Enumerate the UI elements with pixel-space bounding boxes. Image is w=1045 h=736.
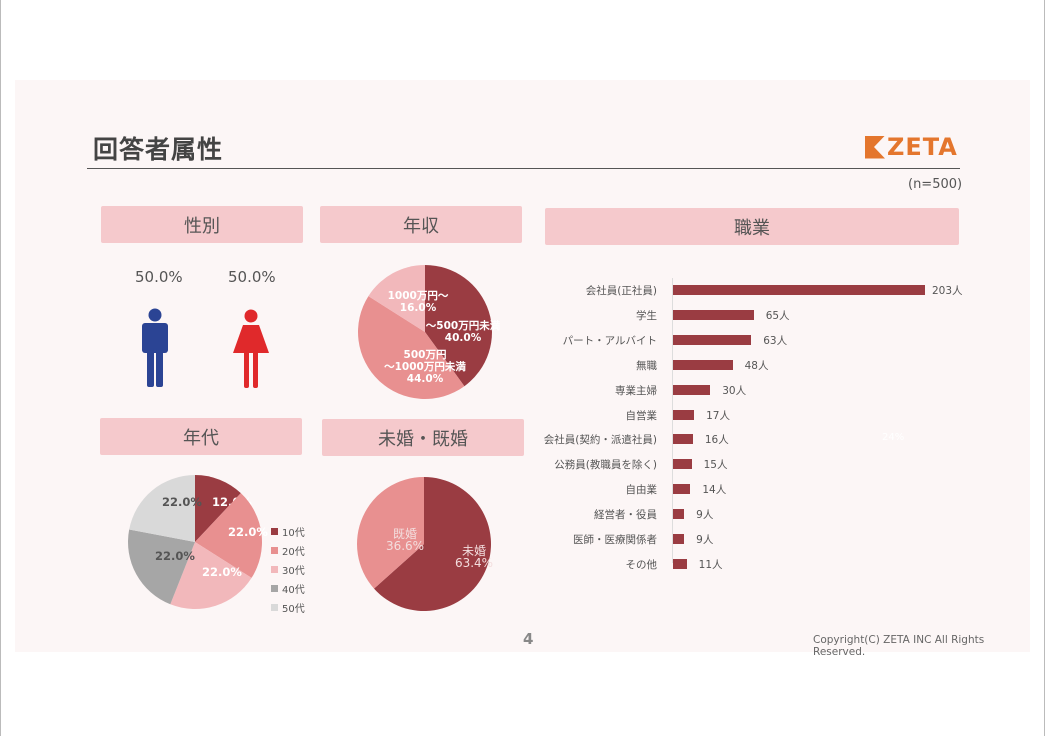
age-slice-label: 22.0%: [202, 565, 242, 579]
sample-size: (n=500): [908, 177, 963, 192]
bar: [673, 558, 687, 569]
bar-category-label: 会社員(正社員): [585, 285, 657, 297]
age-pie: 12.0%22.0%22.0%22.0%22.0%: [127, 475, 268, 609]
bar-value-label: 11人: [698, 558, 723, 571]
hidden-label: 24%: [882, 432, 905, 443]
bar: [673, 434, 693, 445]
age-slice: [129, 475, 195, 542]
bar-category-label: 会社員(契約・派遣社員): [543, 434, 657, 447]
legend-item: 10代: [271, 524, 305, 539]
income-header: 年収: [320, 206, 522, 243]
age-slice: [195, 475, 241, 542]
legend-item: 20代: [271, 543, 305, 558]
age-slice: [127, 529, 195, 605]
income-slice-label: 500万円～1000万円未満 44.0%: [384, 349, 466, 385]
marital-slice: [374, 477, 491, 611]
marital-slice-label: 未婚 63.4%: [455, 544, 493, 570]
legend-swatch: [271, 528, 278, 535]
bar-category-label: 無職: [636, 359, 657, 372]
age-slice-label: 22.0%: [162, 495, 202, 509]
zeta-logo: ZETA: [865, 133, 958, 161]
bar-category-label: その他: [625, 558, 658, 571]
bar: [673, 509, 685, 520]
legend-item: 30代: [271, 562, 305, 577]
marital-header: 未婚・既婚: [322, 419, 524, 456]
bar: [673, 334, 752, 345]
female-percent: 50.0%: [228, 268, 276, 286]
bar: [673, 534, 685, 544]
income-slice-label: 1000万円～ 16.0%: [388, 290, 449, 314]
bar-category-label: 医師・医療関係者: [573, 534, 657, 546]
age-slice-label: 22.0%: [228, 525, 268, 539]
age-slice: [195, 493, 262, 578]
bar-category-label: パート・アルバイト: [562, 334, 657, 347]
title-divider: [87, 168, 960, 169]
copyright: Copyright(C) ZETA INC All Rights Reserve…: [813, 634, 985, 658]
page-title: 回答者属性: [93, 135, 224, 164]
bar-category-label: 公務員(教職員を除く): [554, 459, 657, 472]
male-icon: [142, 308, 168, 387]
marital-slice: [357, 477, 424, 589]
legend-swatch: [271, 585, 278, 592]
bar-value-label: 48人: [744, 359, 769, 372]
legend-swatch: [271, 547, 278, 554]
legend-item: 40代: [271, 581, 305, 596]
income-slice: [358, 296, 465, 399]
income-slice: [368, 265, 425, 332]
logo-mark-icon: [865, 135, 885, 159]
bar: [673, 384, 711, 395]
legend-swatch: [271, 566, 278, 573]
bar-value-label: 14人: [702, 484, 727, 497]
bar-value-label: 30人: [722, 384, 747, 397]
gender-header: 性別: [101, 206, 303, 243]
bar-value-label: 9人: [696, 534, 714, 546]
bar-category-label: 自由業: [625, 484, 658, 497]
bar: [673, 409, 695, 420]
occupation-header: 職業: [545, 208, 959, 245]
marital-slice-label: 既婚 36.6%: [386, 527, 424, 553]
bar-value-label: 17人: [706, 409, 730, 422]
bar-value-label: 63人: [763, 334, 788, 347]
income-pie: ～500万円未満 40.0% 500万円～1000万円未満 44.0% 1000万円～ 1…: [358, 265, 500, 399]
male-percent: 50.0%: [135, 268, 183, 286]
bar-category-label: 学生: [636, 309, 657, 322]
slide: 回答者属性 ZETA (n=500) 性別 年収 職業 年代 未婚・既婚 50.…: [15, 80, 1030, 658]
legend-item: 50代: [271, 600, 305, 615]
bar: [673, 285, 925, 295]
age-slice-label: 22.0%: [155, 549, 195, 563]
bar: [673, 459, 692, 470]
bar: [673, 309, 754, 320]
female-icon: [233, 309, 269, 388]
legend-swatch: [271, 604, 278, 611]
bar-value-label: 9人: [696, 509, 714, 522]
bar-category-label: 専業主婦: [615, 384, 657, 397]
window-edge-left: [0, 0, 1, 736]
bar-category-label: 自営業: [625, 409, 658, 422]
income-slice-label: ～500万円未満 40.0%: [426, 319, 500, 344]
income-slice: [425, 265, 492, 387]
bar-value-label: 16人: [704, 434, 729, 447]
page-number: 4: [523, 630, 534, 648]
bar-value-label: 203人: [932, 285, 963, 297]
bar: [673, 484, 691, 495]
bar-value-label: 65人: [765, 309, 790, 322]
bar-axis: [672, 278, 673, 563]
age-header: 年代: [100, 418, 302, 455]
marital-pie: 未婚 63.4% 既婚 36.6%: [357, 477, 493, 611]
bar-value-label: 15人: [703, 459, 728, 472]
age-slice: [170, 542, 252, 609]
bar-category-label: 経営者・役員: [594, 509, 657, 522]
bar: [673, 359, 733, 370]
